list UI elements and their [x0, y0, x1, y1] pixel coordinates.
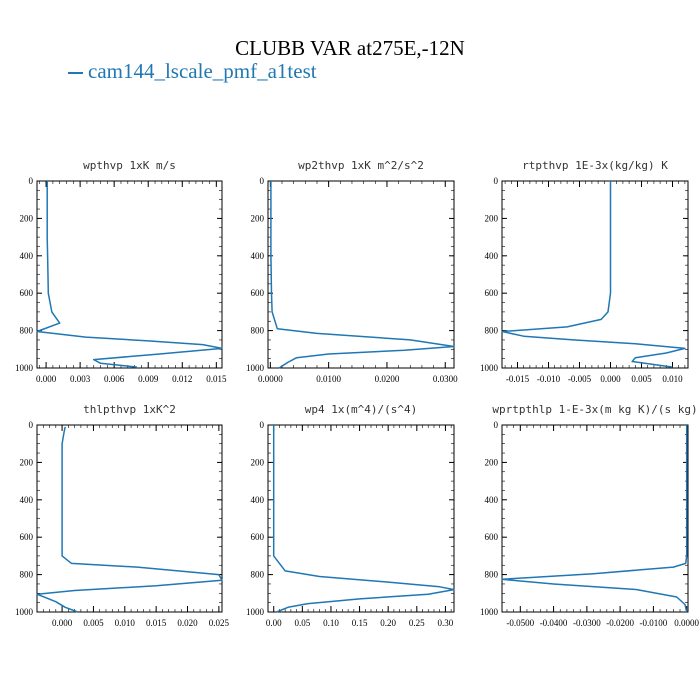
plot-title: wpthvp 1xK m/s: [83, 159, 176, 172]
x-tick-label: 0.15: [352, 618, 368, 628]
y-tick-label: 0: [260, 420, 265, 430]
y-tick-label: 600: [485, 288, 499, 298]
x-tick-label: 0.020: [177, 618, 198, 628]
x-tick-label: -0.0200: [606, 618, 634, 628]
y-tick-label: 800: [20, 326, 34, 336]
x-tick-label: -0.0100: [640, 618, 668, 628]
x-tick-label: 0.012: [172, 374, 192, 384]
y-tick-label: 0: [260, 176, 265, 186]
y-tick-label: 200: [251, 213, 265, 223]
x-tick-label: 0.005: [631, 374, 652, 384]
y-tick-label: 600: [20, 288, 34, 298]
x-tick-label: 0.009: [138, 374, 159, 384]
x-tick-label: 0.05: [294, 618, 310, 628]
y-tick-label: 1000: [246, 607, 265, 617]
x-tick-label: 0.025: [209, 618, 230, 628]
chart-title: CLUBB VAR at275E,-12N: [235, 36, 465, 60]
y-tick-label: 600: [485, 532, 499, 542]
y-tick-label: 200: [20, 213, 34, 223]
legend: cam144_lscale_pmf_a1test: [68, 59, 317, 84]
y-tick-label: 400: [20, 251, 34, 261]
y-tick-label: 600: [251, 288, 265, 298]
x-tick-label: -0.015: [506, 374, 530, 384]
x-tick-label: -0.010: [537, 374, 561, 384]
y-tick-label: 800: [20, 570, 34, 580]
y-tick-label: 0: [29, 420, 34, 430]
x-tick-label: 0.015: [206, 374, 227, 384]
plot-panel: thlpthvp 1xK^2 0 200 400 600 800 1000 0.000 0.00…: [15, 403, 229, 628]
x-tick-label: 0.006: [104, 374, 125, 384]
x-tick-label: -0.005: [568, 374, 592, 384]
plot-frame: [36, 424, 223, 613]
y-tick-label: 400: [485, 251, 499, 261]
x-tick-label: -0.0300: [573, 618, 601, 628]
x-tick-label: -0.0500: [506, 618, 534, 628]
series-line: [36, 181, 223, 368]
y-tick-label: 200: [485, 457, 499, 467]
x-tick-label: 0.015: [146, 618, 167, 628]
series-line: [270, 181, 455, 369]
plot-frame: [501, 424, 689, 613]
y-tick-label: 0: [494, 176, 499, 186]
legend-label: cam144_lscale_pmf_a1test: [88, 59, 317, 83]
plot-title: wprtpthlp 1-E-3x(m kg K)/(s kg): [492, 403, 697, 416]
y-tick-label: 0: [29, 176, 34, 186]
y-tick-label: 800: [485, 570, 499, 580]
y-tick-label: 800: [251, 570, 265, 580]
x-tick-label: 0.005: [83, 618, 104, 628]
x-tick-label: 0.0300: [433, 374, 458, 384]
x-tick-label: 0.0200: [375, 374, 400, 384]
plot-title: rtpthvp 1E-3x(kg/kg) K: [522, 159, 668, 172]
series-line: [36, 426, 223, 613]
y-tick-label: 1000: [480, 607, 499, 617]
series-line: [501, 181, 686, 368]
x-tick-label: 0.30: [438, 618, 454, 628]
x-tick-label: 0.000: [52, 618, 73, 628]
x-tick-label: 0.003: [70, 374, 91, 384]
y-tick-label: 800: [251, 326, 265, 336]
y-tick-label: 600: [20, 532, 34, 542]
x-tick-label: 0.010: [662, 374, 683, 384]
y-tick-label: 400: [485, 495, 499, 505]
x-tick-label: 0.000: [600, 374, 621, 384]
x-tick-label: 0.25: [409, 618, 425, 628]
x-tick-label: 0.010: [115, 618, 136, 628]
plot-frame: [267, 424, 455, 613]
x-tick-label: 0.000: [36, 374, 57, 384]
x-tick-label: -0.0400: [540, 618, 568, 628]
x-tick-label: 0.00: [266, 618, 282, 628]
y-tick-label: 1000: [15, 363, 34, 373]
plot-title: wp4 1x(m^4)/(s^4): [305, 403, 418, 416]
y-tick-label: 1000: [480, 363, 499, 373]
plot-title: wp2thvp 1xK m^2/s^2: [298, 159, 424, 172]
plot-panel: wp2thvp 1xK m^2/s^2 0 200 400 600 800 10000.00…: [246, 159, 458, 384]
y-tick-label: 1000: [246, 363, 265, 373]
y-tick-label: 200: [20, 457, 34, 467]
x-tick-label: 0.0100: [316, 374, 341, 384]
x-tick-label: 0.0000: [258, 374, 283, 384]
x-tick-label: 0.0000: [674, 618, 699, 628]
plot-title: thlpthvp 1xK^2: [83, 403, 176, 416]
y-tick-label: 200: [251, 457, 265, 467]
legend-swatch: [68, 72, 83, 75]
plot-panel: rtpthvp 1E-3x(kg/kg) K02004006008001000-…: [480, 159, 689, 384]
y-tick-label: 400: [251, 251, 265, 261]
y-tick-label: 600: [251, 532, 265, 542]
y-tick-label: 200: [485, 213, 499, 223]
plot-frame: [267, 180, 455, 369]
series-line: [501, 425, 688, 613]
x-tick-label: 0.10: [323, 618, 339, 628]
y-tick-label: 0: [494, 420, 499, 430]
y-tick-label: 400: [251, 495, 265, 505]
y-tick-label: 400: [20, 495, 34, 505]
y-tick-label: 800: [485, 326, 499, 336]
series-line: [272, 425, 455, 613]
y-tick-label: 1000: [15, 607, 34, 617]
x-tick-label: 0.20: [380, 618, 396, 628]
plot-panel: wprtpthlp 1-E-3x(m kg K)/(s kg) 0 200 400 60…: [480, 403, 700, 628]
plot-frame: [501, 180, 689, 369]
